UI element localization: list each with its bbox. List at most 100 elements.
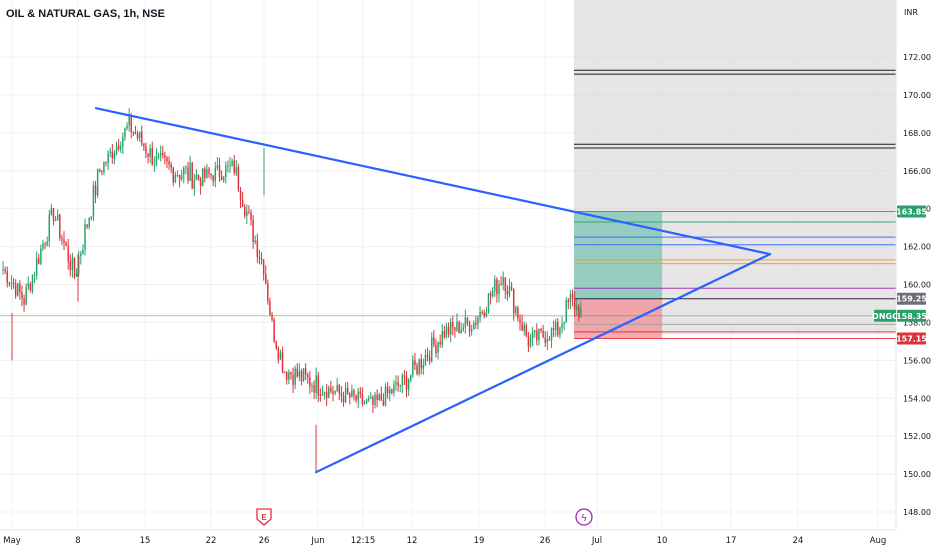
candle-body [115,145,118,154]
candle-body [428,357,431,362]
x-tick-label: 24 [793,536,804,546]
candle-body [48,214,51,242]
x-tick-label: 10 [657,536,668,546]
x-tick-label: May [3,536,21,546]
candle-body [187,167,189,181]
price-tag-name-bg [874,309,896,322]
x-tick-label: 12:15 [351,536,376,546]
price-axis[interactable]: INR 148.00 150.00 152.00 154.00 156.00 158.00… [895,0,932,530]
candle-body [437,342,439,354]
candle-body [204,168,206,178]
candle-body [334,391,336,394]
zone-layer [574,0,896,339]
price-tag-value: 163.85 [896,208,927,217]
candle-body [317,375,320,395]
candle-body [269,300,271,315]
candle-body [46,241,48,245]
candle-body [487,293,490,313]
candle-body [54,219,57,222]
candle-body [521,322,523,331]
level-layer [0,69,896,340]
candle-body [452,322,454,328]
candle-body [578,306,580,318]
candle-body [372,397,374,405]
candle-body [254,240,256,243]
candle-body [252,219,254,243]
candle-body [38,258,40,264]
candle-body [512,289,515,314]
candle-body [260,257,263,260]
y-tick-label: 156.00 [903,356,931,365]
candle-body [65,242,67,247]
candle-body [229,165,231,167]
candle-body [542,330,544,338]
candle-body [464,317,467,328]
candle-body [292,374,294,385]
x-tick-label: 8 [75,536,80,546]
candle-body [75,273,78,277]
candle-body [281,352,284,372]
candle-body [447,326,450,335]
candle-body [508,286,511,295]
candle-body [370,397,372,399]
candle-body [552,328,555,330]
x-tick-label: 12 [407,536,418,546]
candle-body [111,151,114,159]
candle-body [208,169,210,174]
candle-body [567,300,570,303]
candle-body [304,368,307,375]
candle-body [399,385,401,387]
time-axis[interactable]: May 8 15 22 26 Jun 12:15 12 19 26 Jul 10 17 24 Aug [0,529,896,550]
event-badges[interactable]: E ϟ [256,508,593,526]
candle-body [88,218,90,227]
candle-body [122,136,124,147]
candle-body [355,395,357,401]
x-tick-label: 26 [540,536,551,546]
candle-body [533,330,536,333]
candle-body [275,341,277,349]
candle-body [506,291,509,295]
candle-body [382,400,385,406]
earnings-badge[interactable]: E [256,508,272,526]
trendline-descending-resistance[interactable] [94,107,772,256]
candle-body [418,359,420,374]
candle-body [214,167,217,182]
candle-body [424,354,427,366]
y-tick-label: 152.00 [903,432,931,441]
candle-body [565,300,567,323]
candle-body [563,322,565,324]
candle-body [313,385,315,393]
candle-body [388,389,391,394]
candle-body [439,342,441,345]
candle-body [178,174,181,180]
candle-body [525,325,528,337]
candle-body [361,393,364,404]
candle-body [101,171,103,173]
price-tag: 159.25 [896,292,927,305]
candle-body [458,321,460,334]
candle-body [407,379,410,390]
candle-body [189,162,191,181]
trend-layer[interactable] [94,107,772,474]
candle-body [10,282,13,284]
candle-body [210,173,212,176]
candle-body [138,131,141,139]
candle-body [134,132,137,134]
candle-body [433,337,435,345]
candle-body [500,283,502,285]
candle-body [569,294,572,303]
candle-body [340,392,343,396]
dividend-badge[interactable]: ϟ [575,508,593,526]
candle-body [529,338,532,347]
trendline-ascending-support[interactable] [314,253,772,474]
candle-body [239,189,242,201]
candle-body [302,368,305,382]
price-tag-name: ONGC [872,312,898,321]
y-tick-label: 160.00 [903,281,931,290]
candle-body [353,390,355,396]
candle-body [233,160,235,174]
candle-body [491,290,494,297]
